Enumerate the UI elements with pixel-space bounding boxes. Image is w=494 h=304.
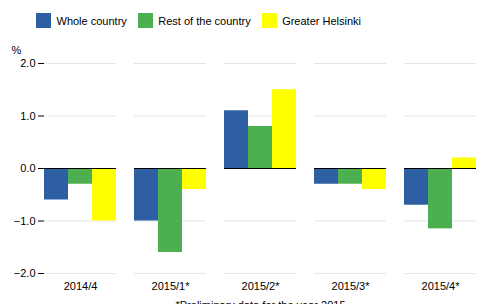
svg-text:−1.0: −1.0: [14, 214, 36, 226]
html-text:Whole country: Whole country: [56, 14, 127, 27]
svg-text:2015/3*: 2015/3*: [332, 280, 371, 292]
html-text:Rest of the country: Rest of the country: [158, 14, 251, 27]
svg-text:−2.0: −2.0: [14, 267, 36, 279]
html-text:Greater Helsinki: Greater Helsinki: [282, 14, 361, 27]
svg-text:2015/2*: 2015/2*: [242, 280, 281, 292]
svg-text:0.0: 0.0: [20, 162, 35, 174]
svg-text:*Preliminary data for the year: *Preliminary data for the year 2015: [176, 298, 346, 304]
svg-text:2015/1*: 2015/1*: [152, 280, 191, 292]
svg-text:2015/4*: 2015/4*: [422, 280, 461, 292]
svg-text:%: %: [12, 44, 22, 56]
svg-text:2.0: 2.0: [20, 57, 35, 69]
svg-text:1.0: 1.0: [20, 109, 35, 121]
svg-text:2014/4: 2014/4: [64, 280, 98, 292]
